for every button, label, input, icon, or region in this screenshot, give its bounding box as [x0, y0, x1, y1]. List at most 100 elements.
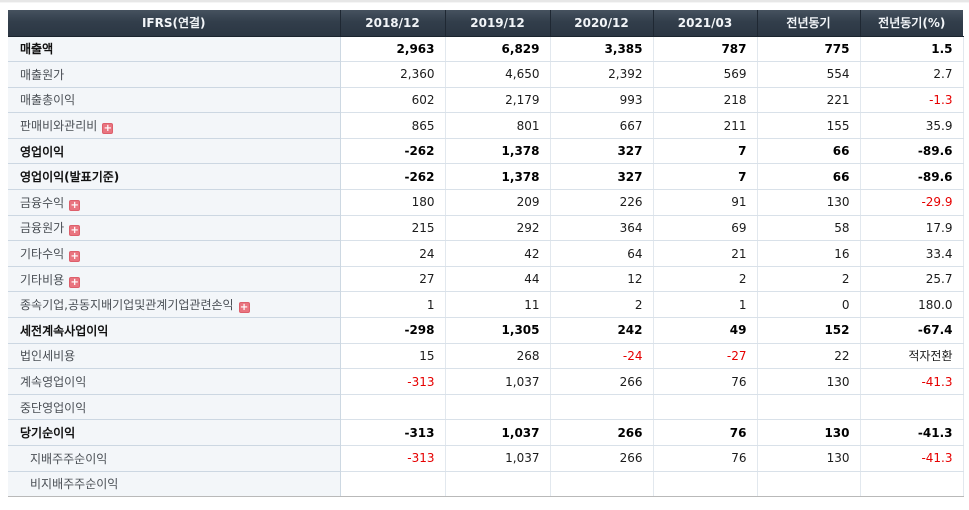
- row-label-text: 금융수익: [20, 195, 65, 210]
- table-row: 기타수익 +24 42 64 21 16 33.4: [8, 240, 964, 267]
- value-cell: -41.3: [860, 419, 964, 446]
- value-cell: 22: [757, 343, 861, 370]
- value-cell: 215: [340, 215, 446, 242]
- table-row: 세전계속사업이익 -298 1,305 242 49 152 -67.4: [8, 317, 964, 344]
- value-cell: -313: [340, 368, 446, 395]
- expand-plus-icon[interactable]: +: [69, 199, 81, 211]
- value-cell: 130: [757, 419, 861, 446]
- value-cell: 6,829: [445, 36, 551, 63]
- row-label-text: 영업이익: [20, 144, 65, 159]
- expand-plus-icon[interactable]: +: [69, 251, 81, 263]
- table-row: 매출원가 2,360 4,650 2,392 569 554 2.7: [8, 61, 964, 88]
- value-cell: 24: [340, 240, 446, 267]
- table-row: 지배주주순이익 -313 1,037 266 76 130 -41.3: [8, 445, 964, 472]
- header-period-2019-12: 2019/12: [445, 10, 551, 37]
- value-cell: [340, 394, 446, 421]
- row-label-text: 기타수익: [20, 247, 65, 262]
- value-cell: [550, 471, 654, 498]
- value-cell: 1,037: [445, 445, 551, 472]
- value-cell: -24: [550, 343, 654, 370]
- table-row: 비지배주주순이익: [8, 471, 964, 498]
- value-cell: 327: [550, 138, 654, 165]
- expand-plus-icon[interactable]: +: [69, 225, 81, 237]
- row-label-text: 중단영업이익: [20, 400, 87, 415]
- table-row: 종속기업,공동지배기업및관계기업관련손익 +1 11 2 1 0 180.0: [8, 291, 964, 319]
- value-cell: -41.3: [860, 445, 964, 472]
- value-cell: 268: [445, 343, 551, 370]
- table-row: 영업이익(발표기준) -262 1,378 327 7 66 -89.6: [8, 163, 964, 191]
- value-cell: -67.4: [860, 317, 964, 344]
- value-cell: 4,650: [445, 61, 551, 88]
- value-cell: 787: [653, 36, 758, 63]
- table-row: 법인세비용 15 268 -24 -27 22 적자전환: [8, 343, 964, 370]
- value-cell: 1,378: [445, 138, 551, 165]
- value-cell: 180: [340, 189, 446, 216]
- row-label-text: 비지배주주순이익: [30, 477, 119, 492]
- row-label: 매출총이익: [8, 87, 341, 114]
- header-ifrs-label: IFRS(연결): [8, 10, 341, 37]
- value-cell: 221: [757, 87, 861, 114]
- expand-plus-icon[interactable]: +: [238, 302, 250, 314]
- value-cell: 21: [653, 240, 758, 267]
- value-cell: 2,179: [445, 87, 551, 114]
- value-cell: 180.0: [860, 291, 964, 319]
- value-cell: 1,305: [445, 317, 551, 344]
- value-cell: -89.6: [860, 163, 964, 191]
- value-cell: -1.3: [860, 87, 964, 114]
- value-cell: 554: [757, 61, 861, 88]
- row-label: 금융수익 +: [8, 189, 341, 216]
- value-cell: 2: [550, 291, 654, 319]
- value-cell: [757, 471, 861, 498]
- value-cell: [757, 394, 861, 421]
- row-label: 중단영업이익: [8, 394, 341, 421]
- value-cell: 242: [550, 317, 654, 344]
- row-label: 비지배주주순이익: [8, 471, 341, 498]
- value-cell: 35.9: [860, 112, 964, 139]
- value-cell: 602: [340, 87, 446, 114]
- value-cell: 7: [653, 138, 758, 165]
- row-label-text: 당기순이익: [20, 426, 76, 441]
- value-cell: 17.9: [860, 215, 964, 242]
- value-cell: 15: [340, 343, 446, 370]
- table-row: 기타비용 +27 44 12 2 2 25.7: [8, 266, 964, 293]
- page-top-divider: [0, 0, 969, 3]
- table-row: 중단영업이익: [8, 394, 964, 421]
- expand-plus-icon[interactable]: +: [102, 123, 114, 135]
- value-cell: 44: [445, 266, 551, 293]
- value-cell: [445, 394, 551, 421]
- value-cell: 209: [445, 189, 551, 216]
- value-cell: 16: [757, 240, 861, 267]
- value-cell: -298: [340, 317, 446, 344]
- row-label-text: 매출원가: [20, 67, 65, 82]
- value-cell: 155: [757, 112, 861, 139]
- value-cell: 2: [653, 266, 758, 293]
- value-cell: 226: [550, 189, 654, 216]
- expand-plus-icon[interactable]: +: [69, 276, 81, 288]
- value-cell: 801: [445, 112, 551, 139]
- table-row: 영업이익 -262 1,378 327 7 66 -89.6: [8, 138, 964, 165]
- row-label: 금융원가 +: [8, 215, 341, 242]
- row-label: 영업이익: [8, 138, 341, 165]
- row-label-text: 종속기업,공동지배기업및관계기업관련손익: [20, 298, 234, 313]
- value-cell: [860, 394, 964, 421]
- row-label: 매출액: [8, 36, 341, 63]
- financial-statement-table: IFRS(연결) 2018/12 2019/12 2020/12 2021/03 전년동…: [8, 10, 964, 498]
- row-label-text: 법인세비용: [20, 349, 76, 364]
- row-label: 판매비와관리비 +: [8, 112, 341, 139]
- value-cell: 266: [550, 419, 654, 446]
- row-label-text: 영업이익(발표기준): [20, 170, 120, 185]
- row-label: 당기순이익: [8, 419, 341, 446]
- value-cell: 1,037: [445, 368, 551, 395]
- value-cell: 993: [550, 87, 654, 114]
- value-cell: 667: [550, 112, 654, 139]
- row-label-text: 세전계속사업이익: [20, 323, 109, 338]
- header-period-2021-03: 2021/03: [653, 10, 758, 37]
- value-cell: 2,963: [340, 36, 446, 63]
- row-label: 기타수익 +: [8, 240, 341, 267]
- value-cell: 76: [653, 368, 758, 395]
- value-cell: 11: [445, 291, 551, 319]
- value-cell: 218: [653, 87, 758, 114]
- table-row: 매출액 2,963 6,829 3,385 787 775 1.5: [8, 36, 964, 63]
- value-cell: 91: [653, 189, 758, 216]
- row-label: 지배주주순이익: [8, 445, 341, 472]
